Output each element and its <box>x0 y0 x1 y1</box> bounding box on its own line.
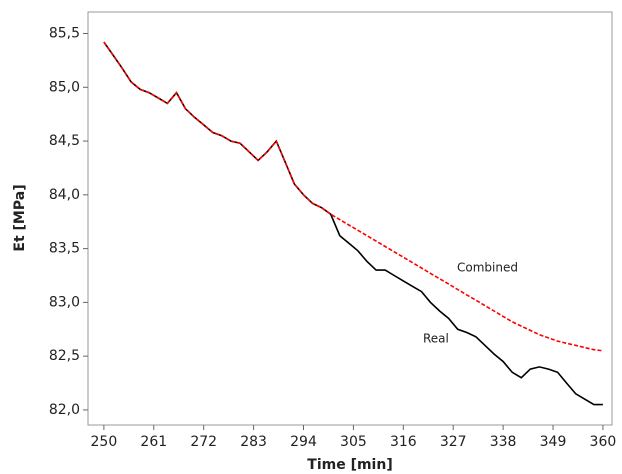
x-tick-label: 272 <box>190 434 217 450</box>
series-line <box>103 41 603 406</box>
y-axis-title: Et [MPa] <box>12 184 28 251</box>
y-tick-label: 82,5 <box>49 348 80 364</box>
y-tick-label: 84,5 <box>49 133 80 149</box>
y-tick-label: 83,0 <box>49 294 80 310</box>
x-tick-label: 250 <box>91 434 118 450</box>
series-line <box>103 41 603 352</box>
x-tick-label: 327 <box>440 434 467 450</box>
x-tick-label: 338 <box>490 434 517 450</box>
y-tick-label: 85,5 <box>49 26 80 42</box>
x-tick-label: 294 <box>290 434 317 450</box>
y-tick-label: 82,0 <box>49 402 80 418</box>
x-tick-label: 261 <box>140 434 167 450</box>
plot-frame <box>87 11 613 426</box>
y-tick-label: 84,0 <box>49 187 80 203</box>
x-tick-label: 283 <box>240 434 267 450</box>
y-tick-label: 83,5 <box>49 241 80 257</box>
series-annotation: Real <box>423 332 449 346</box>
x-tick-label: 349 <box>540 434 567 450</box>
y-tick-label: 85,0 <box>49 79 80 95</box>
x-tick-label: 360 <box>590 434 617 450</box>
x-tick-label: 316 <box>390 434 417 450</box>
x-tick-label: 305 <box>340 434 367 450</box>
x-axis-title: Time [min] <box>307 457 392 473</box>
series-annotation: Combined <box>457 261 518 275</box>
